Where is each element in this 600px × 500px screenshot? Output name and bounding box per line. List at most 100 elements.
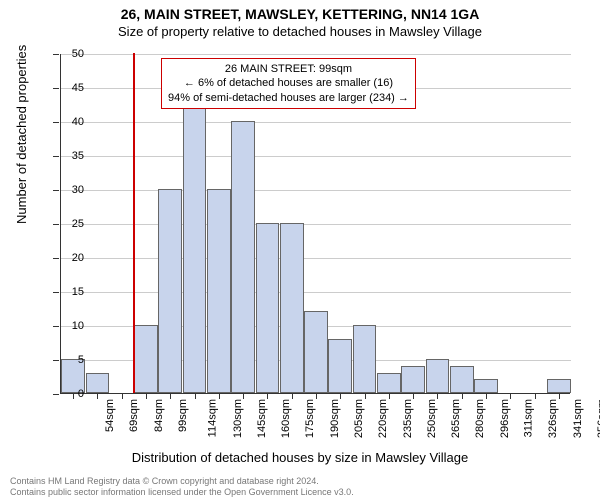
x-tick bbox=[243, 393, 244, 399]
y-tick bbox=[53, 190, 59, 191]
x-tick-label: 130sqm bbox=[232, 399, 244, 438]
x-tick bbox=[97, 393, 98, 399]
gridline bbox=[61, 54, 571, 55]
x-tick-label: 220sqm bbox=[377, 399, 389, 438]
y-tick bbox=[53, 258, 59, 259]
gridline bbox=[61, 122, 571, 123]
histogram-bar bbox=[377, 373, 401, 393]
gridline bbox=[61, 156, 571, 157]
x-tick bbox=[146, 393, 147, 399]
x-tick bbox=[389, 393, 390, 399]
histogram-bar bbox=[134, 325, 158, 393]
x-tick bbox=[462, 393, 463, 399]
histogram-bar bbox=[353, 325, 377, 393]
y-tick bbox=[53, 224, 59, 225]
x-tick bbox=[195, 393, 196, 399]
y-tick-label: 25 bbox=[72, 218, 84, 230]
y-tick bbox=[53, 156, 59, 157]
histogram-bar bbox=[207, 189, 231, 393]
x-tick bbox=[267, 393, 268, 399]
y-tick bbox=[53, 122, 59, 123]
x-tick-label: 54sqm bbox=[104, 399, 116, 432]
histogram-bar bbox=[280, 223, 304, 393]
x-tick-label: 326sqm bbox=[547, 399, 559, 438]
histogram-bar bbox=[426, 359, 450, 393]
x-tick bbox=[73, 393, 74, 399]
x-tick bbox=[535, 393, 536, 399]
x-tick-label: 84sqm bbox=[153, 399, 165, 432]
annotation-line: ← 6% of detached houses are smaller (16) bbox=[168, 76, 409, 90]
y-tick-label: 5 bbox=[78, 354, 84, 366]
histogram-bar bbox=[256, 223, 280, 393]
y-axis-label: Number of detached properties bbox=[14, 45, 29, 224]
x-tick bbox=[219, 393, 220, 399]
chart-container: 26, MAIN STREET, MAWSLEY, KETTERING, NN1… bbox=[0, 0, 600, 500]
histogram-bar bbox=[328, 339, 352, 393]
x-tick-label: 311sqm bbox=[522, 399, 534, 437]
x-tick-label: 69sqm bbox=[128, 399, 140, 432]
y-tick-label: 40 bbox=[72, 116, 84, 128]
x-tick-label: 145sqm bbox=[256, 399, 268, 438]
x-tick bbox=[316, 393, 317, 399]
y-tick-label: 10 bbox=[72, 320, 84, 332]
y-tick bbox=[53, 88, 59, 89]
gridline bbox=[61, 224, 571, 225]
x-tick bbox=[170, 393, 171, 399]
y-tick-label: 15 bbox=[72, 286, 84, 298]
y-tick-label: 35 bbox=[72, 150, 84, 162]
y-tick bbox=[53, 394, 59, 395]
histogram-bar bbox=[547, 379, 571, 393]
x-tick bbox=[292, 393, 293, 399]
x-tick bbox=[340, 393, 341, 399]
y-tick bbox=[53, 292, 59, 293]
title-sub: Size of property relative to detached ho… bbox=[0, 22, 600, 39]
histogram-bar bbox=[158, 189, 182, 393]
plot-region: 54sqm69sqm84sqm99sqm114sqm130sqm145sqm16… bbox=[60, 54, 570, 394]
x-tick-label: 356sqm bbox=[596, 399, 600, 438]
x-tick-label: 190sqm bbox=[329, 399, 341, 438]
x-tick bbox=[486, 393, 487, 399]
reference-line bbox=[133, 53, 135, 393]
x-tick bbox=[365, 393, 366, 399]
x-tick-label: 296sqm bbox=[499, 399, 511, 438]
x-tick-label: 99sqm bbox=[177, 399, 189, 432]
y-tick-label: 30 bbox=[72, 184, 84, 196]
gridline bbox=[61, 292, 571, 293]
histogram-bar bbox=[304, 311, 328, 393]
footer-line-1: Contains HM Land Registry data © Crown c… bbox=[10, 476, 354, 487]
x-tick-label: 235sqm bbox=[402, 399, 414, 438]
y-tick bbox=[53, 360, 59, 361]
x-tick bbox=[122, 393, 123, 399]
gridline bbox=[61, 190, 571, 191]
gridline bbox=[61, 258, 571, 259]
x-tick-label: 250sqm bbox=[426, 399, 438, 438]
chart-area: 54sqm69sqm84sqm99sqm114sqm130sqm145sqm16… bbox=[60, 54, 570, 394]
x-tick bbox=[437, 393, 438, 399]
histogram-bar bbox=[231, 121, 255, 393]
y-tick-label: 45 bbox=[72, 82, 84, 94]
footer-attribution: Contains HM Land Registry data © Crown c… bbox=[10, 476, 354, 498]
x-tick-label: 160sqm bbox=[280, 399, 292, 438]
y-tick-label: 20 bbox=[72, 252, 84, 264]
title-main: 26, MAIN STREET, MAWSLEY, KETTERING, NN1… bbox=[0, 0, 600, 22]
y-tick-label: 50 bbox=[72, 48, 84, 60]
histogram-bar bbox=[474, 379, 498, 393]
x-tick-label: 341sqm bbox=[572, 399, 584, 438]
histogram-bar bbox=[401, 366, 425, 393]
annotation-line: 26 MAIN STREET: 99sqm bbox=[168, 62, 409, 76]
x-tick bbox=[413, 393, 414, 399]
y-tick bbox=[53, 54, 59, 55]
annotation-box: 26 MAIN STREET: 99sqm← 6% of detached ho… bbox=[161, 58, 416, 109]
histogram-bar bbox=[86, 373, 110, 393]
footer-line-2: Contains public sector information licen… bbox=[10, 487, 354, 498]
x-tick-label: 175sqm bbox=[305, 399, 317, 438]
x-tick bbox=[559, 393, 560, 399]
x-tick-label: 205sqm bbox=[353, 399, 365, 438]
y-tick-label: 0 bbox=[78, 388, 84, 400]
histogram-bar bbox=[450, 366, 474, 393]
x-tick bbox=[510, 393, 511, 399]
x-tick-label: 114sqm bbox=[207, 399, 219, 437]
x-axis-label: Distribution of detached houses by size … bbox=[0, 450, 600, 465]
annotation-line: 94% of semi-detached houses are larger (… bbox=[168, 91, 409, 105]
y-tick bbox=[53, 326, 59, 327]
